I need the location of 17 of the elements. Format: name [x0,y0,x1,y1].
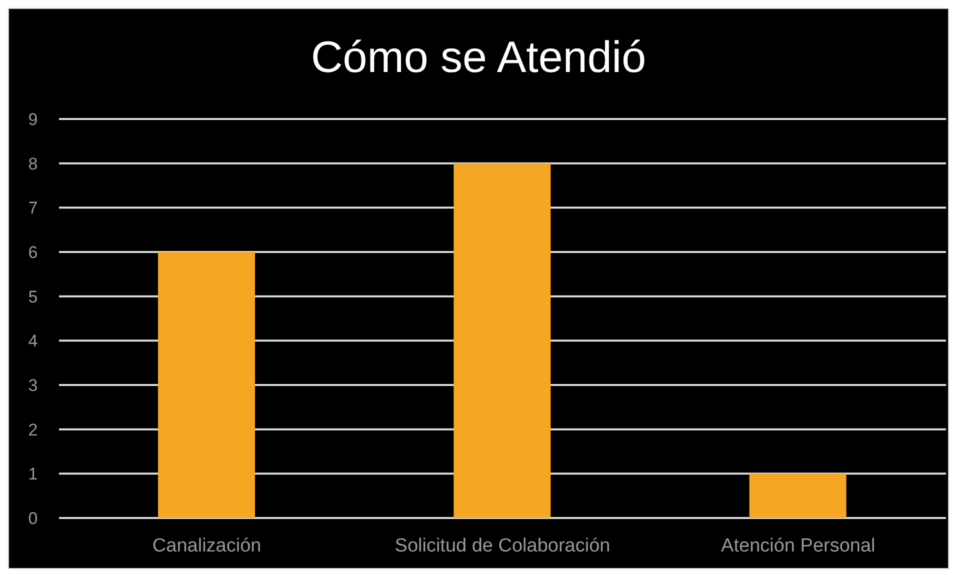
y-tick-label: 5 [28,287,38,306]
y-tick-label: 4 [28,332,38,351]
y-tick-label: 6 [28,243,38,262]
y-tick-label: 8 [28,154,38,174]
y-tick-label: 0 [28,509,38,528]
chart-title: Cómo se Atendió [310,33,648,83]
y-tick-label: 1 [28,464,38,484]
y-tick-label: 3 [28,376,38,396]
bar [158,252,255,518]
y-tick-label: 9 [28,110,38,130]
x-tick-label: Atención Personal [721,535,876,556]
y-tick-label: 7 [28,198,38,218]
x-tick-label: Solicitud de Colaboración [394,535,610,556]
x-tick-label: Canalización [152,535,262,556]
y-tick-label: 2 [28,420,38,440]
bar [749,474,846,518]
bar [454,163,551,518]
